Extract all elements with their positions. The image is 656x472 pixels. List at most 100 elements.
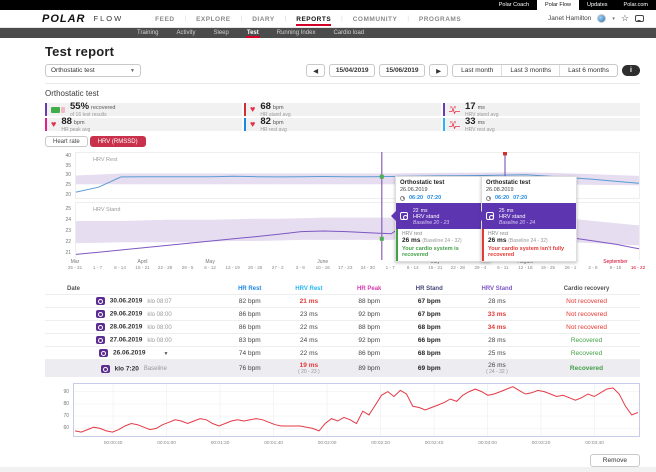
value-cell: 82 bpm bbox=[222, 295, 277, 308]
value-cell: 88 bpm bbox=[341, 321, 398, 334]
topbar-link-polar-com[interactable]: Polar.com bbox=[616, 0, 656, 10]
summary-value-row: 68bpm bbox=[260, 101, 290, 112]
hrv-toggle[interactable]: HRV (RMSSD) bbox=[90, 136, 146, 147]
tooltip-date: 26.06.2019 bbox=[400, 187, 486, 193]
topbar-link-polar-coach[interactable]: Polar Coach bbox=[491, 0, 537, 10]
summary-unit: ms bbox=[478, 120, 485, 126]
test-type-dropdown[interactable]: Orthostatic test ▼ bbox=[45, 64, 141, 77]
column-header-hrv-rest[interactable]: HRV Rest bbox=[277, 284, 341, 295]
subnav-item-training[interactable]: Training bbox=[130, 28, 165, 38]
table-row[interactable]: klo 7:20Baseline76 bpm19 ms( 20 - 23 )89… bbox=[45, 360, 640, 378]
favorites-star-icon[interactable]: ☆ bbox=[621, 14, 629, 23]
hr-recording-chart[interactable]: 6070809000:00:4000:01:0000:01:2000:01:40… bbox=[45, 383, 640, 451]
range-segmented-control: Last monthLast 3 monthsLast 6 months bbox=[452, 64, 618, 77]
prev-period-button[interactable]: ◀ bbox=[306, 64, 325, 77]
nav-item-community[interactable]: COMMUNITY bbox=[345, 11, 406, 26]
table-row[interactable]: 30.06.2019klo 08:0782 bpm21 ms88 bpm67 b… bbox=[45, 295, 640, 308]
table-row[interactable]: 27.06.2019klo 08:0083 bpm24 ms92 bpm66 b… bbox=[45, 334, 640, 347]
summary-card-hr-rest-avg: ♥82bpmHR rest avg bbox=[244, 118, 441, 131]
range-button-last-month[interactable]: Last month bbox=[453, 65, 502, 76]
row-time: klo 08:07 bbox=[147, 299, 171, 305]
date-to-input[interactable]: 15/06/2019 bbox=[379, 64, 425, 77]
nav-item-feed[interactable]: FEED bbox=[147, 11, 182, 26]
heart-rate-toggle[interactable]: Heart rate bbox=[45, 136, 88, 147]
y-axis-tick: 22 bbox=[45, 239, 71, 245]
date-from-input[interactable]: 15/04/2019 bbox=[329, 64, 375, 77]
battery-body bbox=[51, 107, 60, 113]
column-header-hr-stand[interactable]: HR Stand bbox=[398, 284, 461, 295]
orthostatic-trend-chart[interactable]: HRV RestHRV Stand 2025303540212223242525… bbox=[45, 152, 640, 278]
tooltip-start-time: 06:20 bbox=[495, 195, 509, 201]
row-time: klo 08:00 bbox=[147, 325, 171, 331]
watch-device-icon bbox=[96, 323, 105, 331]
topbar-link-polar-flow[interactable]: Polar Flow bbox=[537, 0, 579, 10]
range-button-last-6-months[interactable]: Last 6 months bbox=[560, 65, 617, 76]
tooltip-title: Orthostatic test bbox=[400, 180, 486, 186]
table-row[interactable]: 28.06.2019klo 08:0086 bpm22 ms88 bpm68 b… bbox=[45, 321, 640, 334]
summary-cards: 55%recoveredof 16 test results♥68bpmHR s… bbox=[45, 103, 640, 131]
value-cell: 89 bpm bbox=[341, 360, 398, 378]
tooltip-title: Orthostatic test bbox=[486, 180, 572, 186]
x-axis-time-label: 00:00:40 bbox=[104, 441, 123, 446]
column-header-hrv-stand[interactable]: HRV Stand bbox=[461, 284, 533, 295]
x-axis-week-label: 9 - 15 bbox=[610, 265, 622, 270]
x-axis-time-label: 00:01:00 bbox=[157, 441, 176, 446]
subnav-item-activity[interactable]: Activity bbox=[169, 28, 202, 38]
row-date: 29.06.2019 bbox=[110, 311, 143, 318]
nav-item-reports[interactable]: REPORTS bbox=[288, 11, 339, 26]
subnav-item-sleep[interactable]: Sleep bbox=[206, 28, 235, 38]
row-date: 30.06.2019 bbox=[110, 298, 143, 305]
table-row[interactable]: 26.06.2019▼74 bpm22 ms86 bpm68 bpm25 msR… bbox=[45, 347, 640, 360]
row-date: 27.06.2019 bbox=[110, 337, 143, 344]
info-icon[interactable]: i bbox=[622, 65, 640, 76]
value-cell: 67 bpm bbox=[398, 295, 461, 308]
avatar[interactable] bbox=[597, 14, 606, 23]
x-axis-week-label: 24 - 30 bbox=[361, 265, 375, 270]
row-time: klo 08:00 bbox=[147, 338, 171, 344]
watch-icon bbox=[400, 212, 408, 220]
column-header-hr-rest[interactable]: HR Rest bbox=[222, 284, 277, 295]
date-cell: 26.06.2019▼ bbox=[45, 347, 222, 360]
svg-text:HRV Stand: HRV Stand bbox=[93, 207, 120, 213]
user-menu-caret-icon[interactable]: ▾ bbox=[612, 16, 615, 22]
subnav-item-cardio-load[interactable]: Cardio load bbox=[326, 28, 371, 38]
y-axis-tick: 40 bbox=[45, 153, 71, 159]
heart-icon: ♥ bbox=[250, 105, 255, 114]
range-button-last-3-months[interactable]: Last 3 months bbox=[502, 65, 560, 76]
expand-caret-icon[interactable]: ▼ bbox=[164, 351, 169, 357]
battery-icon bbox=[51, 107, 65, 113]
value-cell: 86 bpm bbox=[341, 347, 398, 360]
cardio-recovery-cell: Not recovered bbox=[533, 295, 640, 308]
value-cell: 22 ms bbox=[277, 347, 341, 360]
nav-item-explore[interactable]: EXPLORE bbox=[188, 11, 239, 26]
x-axis-time-label: 00:02:20 bbox=[371, 441, 390, 446]
subnav-item-test[interactable]: Test bbox=[240, 28, 266, 38]
x-axis-week-label: 8 - 14 bbox=[114, 265, 126, 270]
nav-item-diary[interactable]: DIARY bbox=[244, 11, 282, 26]
x-axis-week-label: 5 - 11 bbox=[497, 265, 508, 270]
column-header-hr-peak[interactable]: HR Peak bbox=[341, 284, 398, 295]
subnav-item-running-index[interactable]: Running Index bbox=[270, 28, 323, 38]
reports-subnav: Training Activity Sleep Test Running IndexCa… bbox=[0, 28, 656, 38]
x-axis-month-label: Mar bbox=[71, 259, 80, 265]
nav-separator: | bbox=[241, 16, 243, 22]
value-cell: 68 bpm bbox=[398, 347, 461, 360]
date-cell: 28.06.2019klo 08:00 bbox=[45, 321, 222, 334]
summary-value: 82 bbox=[260, 116, 271, 127]
topbar-link-updates[interactable]: Updates bbox=[579, 0, 616, 10]
column-header-date[interactable]: Date bbox=[45, 284, 222, 295]
x-axis-month-label: May bbox=[205, 259, 214, 265]
column-header-cardio-recovery[interactable]: Cardio recovery bbox=[533, 284, 640, 295]
feedback-chat-icon[interactable] bbox=[635, 15, 644, 22]
summary-card-hr-stand-avg: ♥68bpmHR stand avg bbox=[244, 103, 441, 116]
watch-icon bbox=[486, 212, 494, 220]
summary-value: 55% bbox=[70, 101, 89, 112]
table-row[interactable]: 29.06.2019klo 08:0086 bpm23 ms92 bpm67 b… bbox=[45, 308, 640, 321]
cardio-recovery-cell: Recovered bbox=[533, 347, 640, 360]
flow-logo-label: FLOW bbox=[94, 14, 124, 23]
x-axis-week-label: 26 - 1 bbox=[565, 265, 577, 270]
next-period-button[interactable]: ▶ bbox=[429, 64, 448, 77]
remove-button[interactable]: Remove bbox=[590, 454, 640, 467]
nav-item-programs[interactable]: PROGRAMS bbox=[411, 11, 469, 26]
summary-card-hr-peak-avg: ♥88bpmHR peak avg bbox=[45, 118, 242, 131]
